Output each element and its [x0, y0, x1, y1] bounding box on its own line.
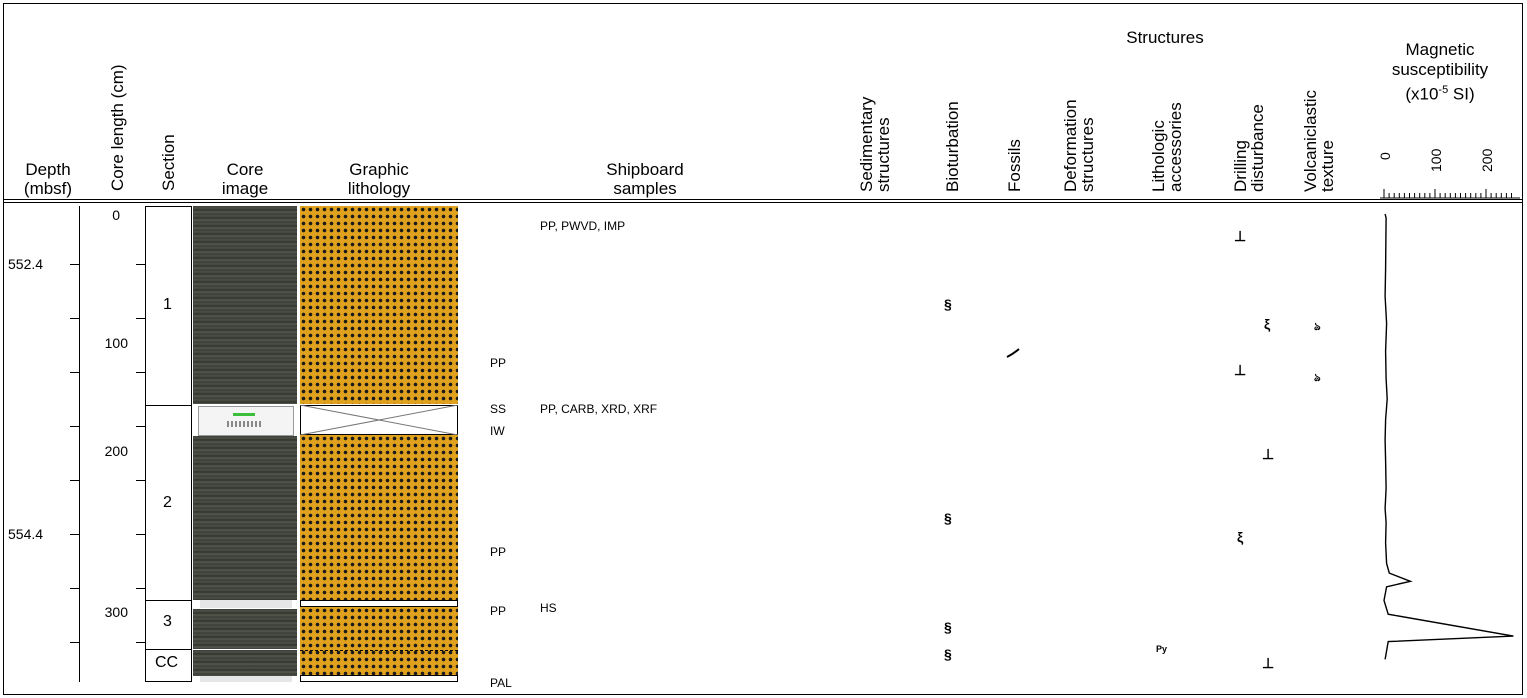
lithology-boundary [300, 650, 458, 651]
core-image-label-card [198, 406, 294, 436]
cl-tick [136, 264, 145, 265]
sample-pp-carb-xrd-xrf: PP, CARB, XRD, XRF [540, 402, 658, 416]
fossils-header: Fossils [1005, 139, 1024, 192]
lithology-void [300, 405, 458, 435]
label-card-mark [233, 413, 255, 416]
header-separator-2 [3, 202, 1523, 203]
drilling-slight-symbol: ξ [1237, 529, 1244, 545]
cl-label-0: 0 [112, 207, 120, 223]
section-2-label: 2 [163, 494, 172, 511]
depth-tick [70, 480, 79, 481]
sample-ss: SS [490, 402, 507, 416]
sample-iw: IW [490, 424, 505, 438]
volcaniclastic-symbol: ঌ [1314, 372, 1321, 384]
core-image-header: Core image [221, 160, 269, 198]
label-card-barcode [227, 421, 263, 427]
lithology-void-2 [300, 600, 458, 607]
cl-tick [136, 318, 145, 319]
core-image-section-1 [193, 206, 297, 404]
drilling-fall-in-symbol: ⊥ [1262, 655, 1275, 671]
structures-header: Structures [1126, 28, 1204, 47]
section-1-label: 1 [163, 296, 172, 313]
mag-tick-100: 100 [1428, 148, 1444, 172]
sedimentary-structures-header: Sedimentary structures [857, 96, 893, 192]
cl-label-300: 300 [104, 604, 128, 620]
drilling-fall-in-symbol: ⊥ [1234, 362, 1247, 378]
sample-pp-pwvd-imp: PP, PWVD, IMP [540, 219, 626, 233]
core-image-cc [193, 650, 297, 676]
bioturbation-symbol: § [944, 510, 952, 526]
sample-pal: PAL [490, 676, 512, 690]
drilling-disturbance-header: Drilling disturbance [1231, 104, 1267, 192]
depth-tick [70, 642, 79, 643]
core-image-section-3 [193, 609, 297, 649]
drilling-slight-symbol: ξ [1264, 316, 1271, 332]
section-3-label: 3 [163, 613, 172, 630]
sample-pp: PP [490, 604, 507, 618]
deformation-structures-header: Deformation structures [1061, 99, 1097, 192]
lithology-void-3 [300, 675, 458, 682]
header-separator [3, 199, 1523, 200]
lithologic-accessories-header: Lithologic accessories [1149, 102, 1185, 192]
drilling-fall-in-symbol: ⊥ [1234, 228, 1247, 244]
depth-label-554-4: 554.4 [8, 526, 44, 542]
bioturbation-header: Bioturbation [943, 101, 962, 192]
mag-susceptibility-plot [1383, 213, 1514, 660]
mag-tick-0: 0 [1377, 152, 1393, 160]
depth-tick [70, 318, 79, 319]
shipboard-samples-header: Shipboard samples [606, 160, 684, 198]
bioturbation-symbol: § [944, 619, 952, 635]
depth-tick [70, 426, 79, 427]
depth-axis-line [79, 206, 80, 682]
lithology-sand-section-1 [300, 206, 458, 404]
depth-header: Depth (mbsf) [23, 160, 73, 198]
cl-tick [136, 534, 145, 535]
pyrite-symbol: Py [1156, 644, 1168, 654]
depth-tick [70, 264, 79, 265]
core-image-section-2 [193, 436, 297, 600]
sample-pp: PP [490, 356, 507, 370]
cl-tick [136, 588, 145, 589]
lithology-sand-section-3-cc [300, 607, 458, 675]
mag-susceptibility-line [1383, 213, 1514, 660]
cl-tick [136, 480, 145, 481]
cl-label-100: 100 [104, 335, 128, 351]
depth-label-552-4: 552.4 [8, 256, 44, 272]
volcaniclastic-texture-header: Volcaniclastic texture [1301, 89, 1337, 192]
bioturbation-symbol: § [944, 296, 952, 312]
cl-label-200: 200 [104, 443, 128, 459]
cl-tick [136, 426, 145, 427]
magnetic-susceptibility-header: Magnetic susceptibility (x10-5 SI) [1391, 40, 1489, 104]
depth-tick [70, 372, 79, 373]
core-image-cc-card [200, 676, 292, 682]
fossil-symbol [1006, 348, 1020, 358]
core-image-section-3-card [200, 600, 292, 608]
mag-tick-200: 200 [1479, 148, 1495, 172]
graphic-lithology-header: Graphic lithology [347, 160, 411, 198]
depth-tick [70, 588, 79, 589]
drilling-fall-in-symbol: ⊥ [1262, 446, 1275, 462]
bioturbation-symbol: § [944, 646, 952, 662]
section-cc-box [145, 649, 192, 682]
volcaniclastic-symbol: ঌ [1314, 321, 1321, 333]
mag-axis [1380, 189, 1520, 199]
lithology-sand-section-2 [300, 435, 458, 600]
sample-hs: HS [540, 601, 557, 615]
cl-tick [136, 372, 145, 373]
sample-pp: PP [490, 545, 507, 559]
figure-frame [3, 3, 1523, 695]
core-length-header: Core length (cm) [108, 64, 127, 191]
section-header: Section [159, 134, 178, 191]
cl-tick [136, 642, 145, 643]
section-cc-label: CC [155, 654, 179, 671]
depth-tick [70, 534, 79, 535]
